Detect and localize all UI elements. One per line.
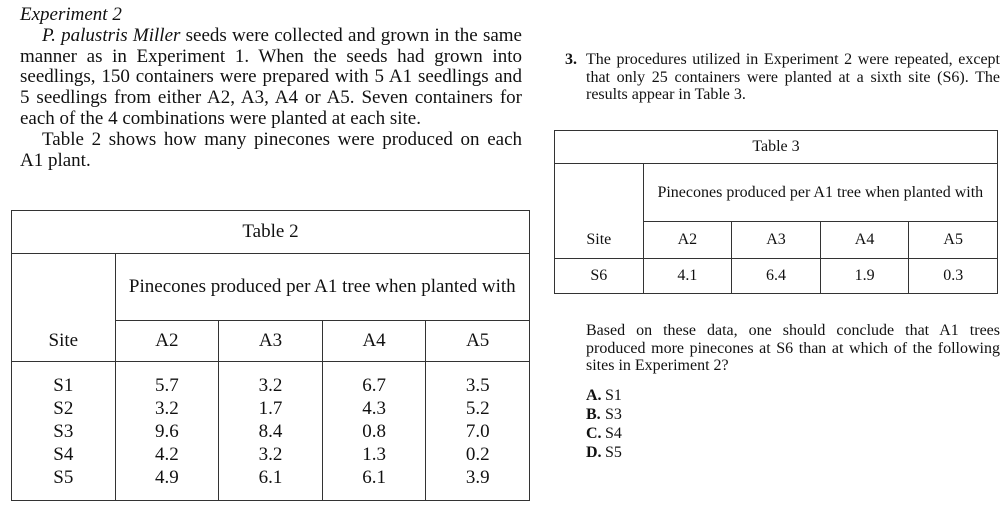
cell: 5.2 — [425, 397, 530, 420]
cell: 0.3 — [908, 258, 998, 294]
title-row: Table 3 — [554, 130, 998, 164]
cell: 6.1 — [321, 466, 427, 501]
cell: 4.3 — [321, 397, 427, 420]
cell: S3 — [11, 420, 116, 443]
option: D. S5 — [586, 443, 622, 462]
option-letter: D. — [586, 444, 602, 461]
cell: 3.9 — [425, 466, 530, 501]
group-row: Pinecones produced per A1 tree when plan… — [554, 163, 999, 222]
question-number: 3. — [565, 51, 577, 68]
group-row: Pinecones produced per A1 tree when plan… — [11, 253, 531, 321]
cell: S1 — [11, 361, 116, 397]
cell: 1.9 — [819, 258, 910, 294]
data-row: S5 4.9 6.1 6.1 3.9 — [11, 466, 530, 501]
question: 3. The procedures utilized in Experiment… — [565, 51, 1000, 104]
cell: S5 — [11, 466, 116, 501]
column-header: A4 — [321, 320, 427, 362]
column-header: A5 — [908, 221, 998, 259]
cell: 4.9 — [114, 466, 220, 501]
cell: 4.1 — [642, 258, 733, 294]
cell: 4.2 — [114, 443, 220, 466]
cell: S4 — [11, 443, 116, 466]
cell: 5.7 — [114, 361, 220, 397]
table-body: Table 3 Pinecones produced per A1 tree wh… — [554, 130, 999, 294]
option: C. S4 — [586, 424, 622, 443]
data-row: S1 5.7 3.2 6.7 3.5 — [11, 361, 530, 397]
cell — [554, 163, 644, 222]
text: seeds were collected and grown in the sa… — [20, 24, 522, 129]
cell: 3.2 — [114, 397, 220, 420]
options: A. S1 B. S3 C. S4 D. S5 — [586, 386, 622, 462]
heading: Experiment 2 — [20, 4, 122, 25]
cell: 6.4 — [731, 258, 821, 294]
question-text: The procedures utilized in Experiment 2 … — [586, 51, 1000, 103]
passage: Experiment 2 P. palustris Miller seeds w… — [20, 4, 522, 171]
group-header: Pinecones produced per A1 tree when plan… — [642, 163, 999, 222]
paragraph: Table 2 shows how many pinecones were pr… — [20, 128, 522, 171]
header-row: Site A2 A3 A4 A5 — [554, 221, 998, 259]
table: Table 3 Pinecones produced per A1 tree wh… — [554, 130, 999, 294]
paragraph: P. palustris Miller seeds were collected… — [20, 24, 522, 130]
cell: 1.7 — [218, 397, 323, 420]
table: Table 2 Pinecones produced per A1 tree wh… — [11, 210, 531, 501]
option-text: S5 — [605, 444, 622, 461]
cell: 3.2 — [218, 443, 323, 466]
cell: 1.3 — [321, 443, 427, 466]
option-text: S1 — [605, 387, 622, 404]
data-row: S6 4.1 6.4 1.9 0.3 — [554, 258, 998, 294]
column-header: A4 — [819, 221, 910, 259]
column-header: A3 — [731, 221, 821, 259]
data-row: S2 3.2 1.7 4.3 5.2 — [11, 397, 530, 420]
option: B. S3 — [586, 405, 622, 424]
option-letter: A. — [586, 387, 602, 404]
cell: 3.5 — [425, 361, 530, 397]
column-header: A2 — [642, 221, 733, 259]
data-row: S3 9.6 8.4 0.8 7.0 — [11, 420, 530, 443]
header-row: Site A2 A3 A4 A5 — [11, 320, 530, 362]
cell: 7.0 — [425, 420, 530, 443]
column-header: A2 — [114, 320, 220, 362]
option-letter: B. — [586, 406, 601, 423]
table-title: Table 3 — [554, 130, 998, 164]
cell: 0.8 — [321, 420, 427, 443]
column-header: Site — [11, 320, 116, 362]
cell: 9.6 — [114, 420, 220, 443]
group-header: Pinecones produced per A1 tree when plan… — [114, 253, 531, 321]
option-text: S3 — [605, 406, 622, 423]
cell: 6.1 — [218, 466, 323, 501]
species: P. palustris Miller — [42, 24, 181, 46]
column-header: A3 — [218, 320, 323, 362]
prompt: Based on these data, one should conclude… — [586, 322, 1000, 374]
table-body: Table 2 Pinecones produced per A1 tree wh… — [11, 210, 531, 501]
column-header: A5 — [425, 320, 530, 362]
cell — [11, 253, 116, 321]
title-row: Table 2 — [11, 210, 530, 254]
cell: 3.2 — [218, 361, 323, 397]
cell: S6 — [554, 258, 644, 294]
option-text: S4 — [605, 425, 622, 442]
cell: 0.2 — [425, 443, 530, 466]
table-title: Table 2 — [11, 210, 530, 254]
column-header: Site — [554, 221, 644, 259]
cell: S2 — [11, 397, 116, 420]
data-row: S4 4.2 3.2 1.3 0.2 — [11, 443, 530, 466]
cell: 6.7 — [321, 361, 427, 397]
option-letter: C. — [586, 425, 602, 442]
option: A. S1 — [586, 386, 622, 405]
cell: 8.4 — [218, 420, 323, 443]
